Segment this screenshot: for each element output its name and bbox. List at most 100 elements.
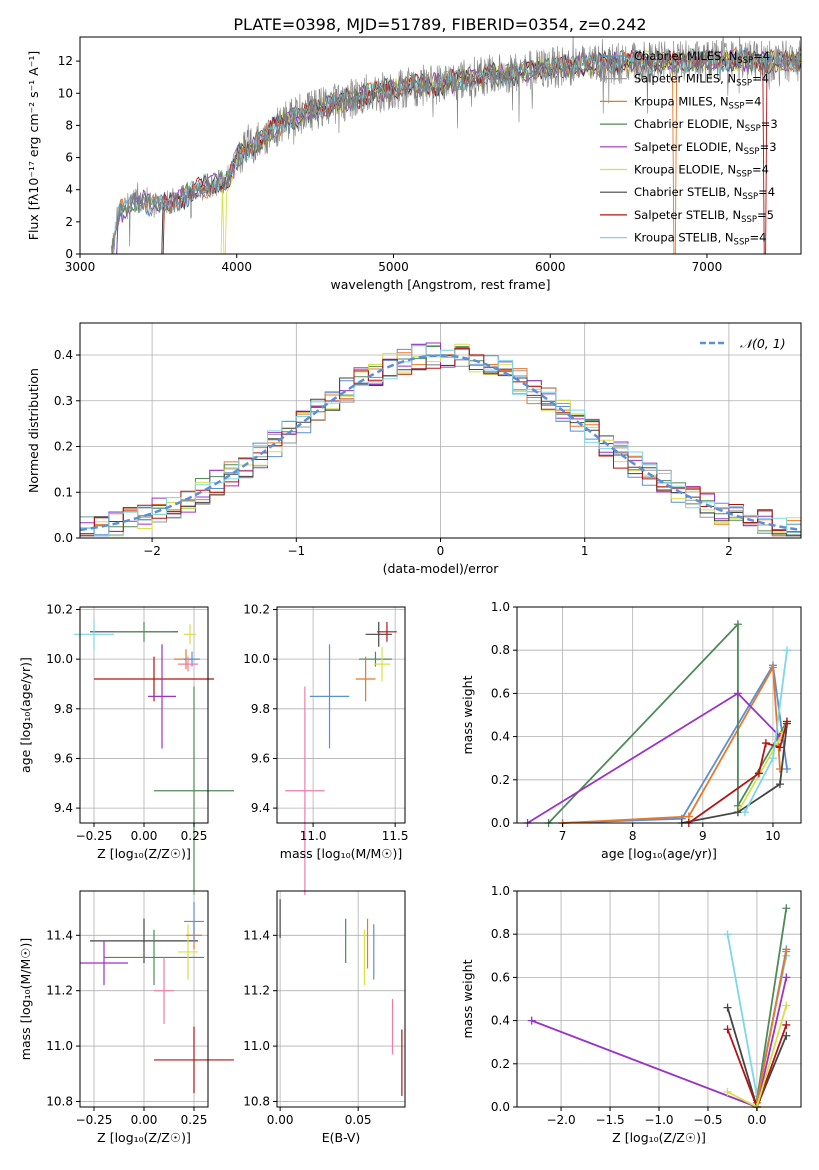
mass-weight-marker	[782, 947, 791, 956]
normal-curve	[80, 354, 801, 532]
residual-histogram-line	[80, 345, 801, 537]
x-tick-label: 2	[725, 544, 733, 558]
y-tick-label: 6	[65, 151, 73, 165]
x-tick-label: −1.5	[595, 1113, 624, 1127]
residual-histogram-panel: −2 −1 0 1 2 0.0 0.1 0.2 0.3 0.4 (data-model)/error…	[26, 322, 802, 576]
legend-subscript: SSP	[737, 56, 753, 66]
legend-text: Chabrier MILES, N	[634, 49, 737, 63]
mass-weight-marker	[723, 930, 732, 939]
mass-weight-vs-age-panel: 7 8 9 10 0.0 0.2 0.4 0.6 0.8 1.0 age [log₁₀(age/yr…	[460, 600, 802, 861]
mass-weight-line	[756, 908, 788, 1101]
x-tick-label: 0.25	[181, 829, 208, 843]
y-tick-label: 0.4	[491, 1014, 510, 1028]
mass-weight-line	[547, 622, 788, 824]
legend-label: Chabrier MILES, NSSP=4	[634, 49, 770, 66]
legend-label: 𝒩(0, 1)	[740, 336, 786, 351]
legend-text: =4	[752, 163, 769, 177]
histogram-steps	[80, 342, 801, 537]
legend-text: =5	[757, 208, 774, 222]
legend-subscript: SSP	[742, 192, 758, 202]
y-tick-label: 10.2	[243, 602, 270, 616]
mass-weight-vs-metallicity-panel: −2.0 −1.5 −1.0 −0.5 0.0 0.0 0.2 0.4 0.6 0.8 1.0 Z […	[460, 884, 802, 1145]
y-tick-label: 0.2	[491, 773, 510, 787]
y-tick-label: 11.4	[243, 928, 270, 942]
x-axis-label: Z [log₁₀(Z/Z☉)]	[97, 846, 191, 861]
mass-weight-marker	[723, 1087, 732, 1096]
plot-frame	[276, 890, 406, 1108]
mass-weight-marker	[768, 663, 777, 672]
x-tick-label: 7	[559, 829, 567, 843]
x-axis-label: (data-model)/error	[383, 561, 500, 576]
y-tick-label: 9.6	[251, 751, 270, 765]
y-tick-label: 0.4	[491, 730, 510, 744]
mass-weight-marker	[782, 646, 791, 655]
x-tick-label: −2	[143, 544, 161, 558]
legend-label: Salpeter ELODIE, NSSP=3	[634, 140, 777, 157]
x-tick-label: 0.25	[181, 1113, 208, 1127]
y-tick-label: 4	[65, 183, 73, 197]
x-tick-label: 5000	[378, 260, 409, 274]
legend-text: =3	[761, 117, 778, 131]
x-tick-label: 10	[765, 829, 780, 843]
legend-text: Salpeter MILES, N	[634, 72, 736, 86]
y-axis-label: mass weight	[460, 959, 475, 1038]
y-tick-label: 8	[65, 118, 73, 132]
x-axis-label: Z [log₁₀(Z/Z☉)]	[612, 1130, 706, 1145]
y-tick-label: 0.6	[491, 970, 510, 984]
mass-weight-marker	[782, 717, 791, 726]
x-tick-label: 0.00	[131, 1113, 158, 1127]
x-tick-label: 1	[581, 544, 589, 558]
mass-vs-extinction-panel: 0.00 0.05 10.8 11.0 11.2 11.4 E(B-V)	[243, 890, 406, 1145]
mass-weight-marker	[740, 808, 749, 817]
legend-label: Salpeter MILES, NSSP=4	[634, 72, 769, 89]
mass-weight-marker	[733, 689, 742, 698]
legend-text: Salpeter STELIB, N	[634, 208, 741, 222]
x-tick-label: −0.25	[76, 1113, 113, 1127]
mass-weight-marker	[723, 1025, 732, 1034]
legend-text: Salpeter ELODIE, N	[634, 140, 744, 154]
legend-text: =4	[753, 49, 770, 63]
y-tick-label: 0.8	[491, 927, 510, 941]
x-tick-label: 0	[437, 544, 445, 558]
legend-text: Chabrier STELIB, N	[634, 185, 742, 199]
age-vs-metallicity-panel: −0.25 0.00 0.25 9.4 9.6 9.8 10.0 10.2 Z [log₁₀(Z…	[18, 602, 234, 895]
mass-weight-line	[681, 723, 788, 824]
y-axis-label: age [log₁₀(age/yr)]	[18, 657, 33, 773]
mass-weight-marker	[782, 1001, 791, 1010]
legend-text: Chabrier ELODIE, N	[634, 117, 745, 131]
mass-weight-line	[562, 662, 788, 824]
x-axis-label: wavelength [Angstrom, rest frame]	[330, 277, 550, 292]
x-tick-label: 0.00	[267, 1113, 294, 1127]
y-tick-label: 9.8	[54, 702, 73, 716]
y-tick-label: 10.8	[46, 1094, 73, 1108]
legend-text: Kroupa STELIB, N	[634, 231, 734, 245]
age-vs-mass-panel: 11.0 11.5 9.4 9.6 9.8 10.0 10.2 mass [log₁₀(M/M…	[243, 602, 409, 895]
legend-text: Kroupa MILES, N	[634, 94, 729, 108]
legend-label: Chabrier ELODIE, NSSP=3	[634, 117, 778, 134]
y-tick-label: 9.6	[54, 751, 73, 765]
legend-label: Salpeter STELIB, NSSP=5	[634, 208, 774, 225]
plot-frame	[79, 36, 802, 255]
y-tick-label: 0.0	[491, 816, 510, 830]
y-tick-label: 0	[65, 247, 73, 261]
y-tick-label: 0.0	[491, 1100, 510, 1114]
y-tick-label: 9.4	[54, 801, 73, 815]
legend-subscript: SSP	[736, 170, 752, 180]
x-tick-label: 0.00	[131, 829, 158, 843]
mass-weight-marker	[782, 1020, 791, 1029]
legend-label: Chabrier STELIB, NSSP=4	[634, 185, 775, 202]
x-axis-label: Z [log₁₀(Z/Z☉)]	[97, 1130, 191, 1145]
mass-weight-marker	[782, 904, 791, 913]
y-tick-label: 0.6	[491, 686, 510, 700]
legend-text: =4	[752, 72, 769, 86]
y-tick-label: 0.2	[54, 440, 73, 454]
x-tick-label: 4000	[221, 260, 252, 274]
x-tick-label: 9	[699, 829, 707, 843]
x-tick-label: 11.5	[382, 829, 409, 843]
legend-subscript: SSP	[736, 79, 752, 89]
x-tick-label: 0.0	[747, 1113, 766, 1127]
y-tick-label: 11.2	[46, 984, 73, 998]
x-axis-label: age [log₁₀(age/yr)]	[601, 846, 717, 861]
x-tick-label: 8	[629, 829, 637, 843]
